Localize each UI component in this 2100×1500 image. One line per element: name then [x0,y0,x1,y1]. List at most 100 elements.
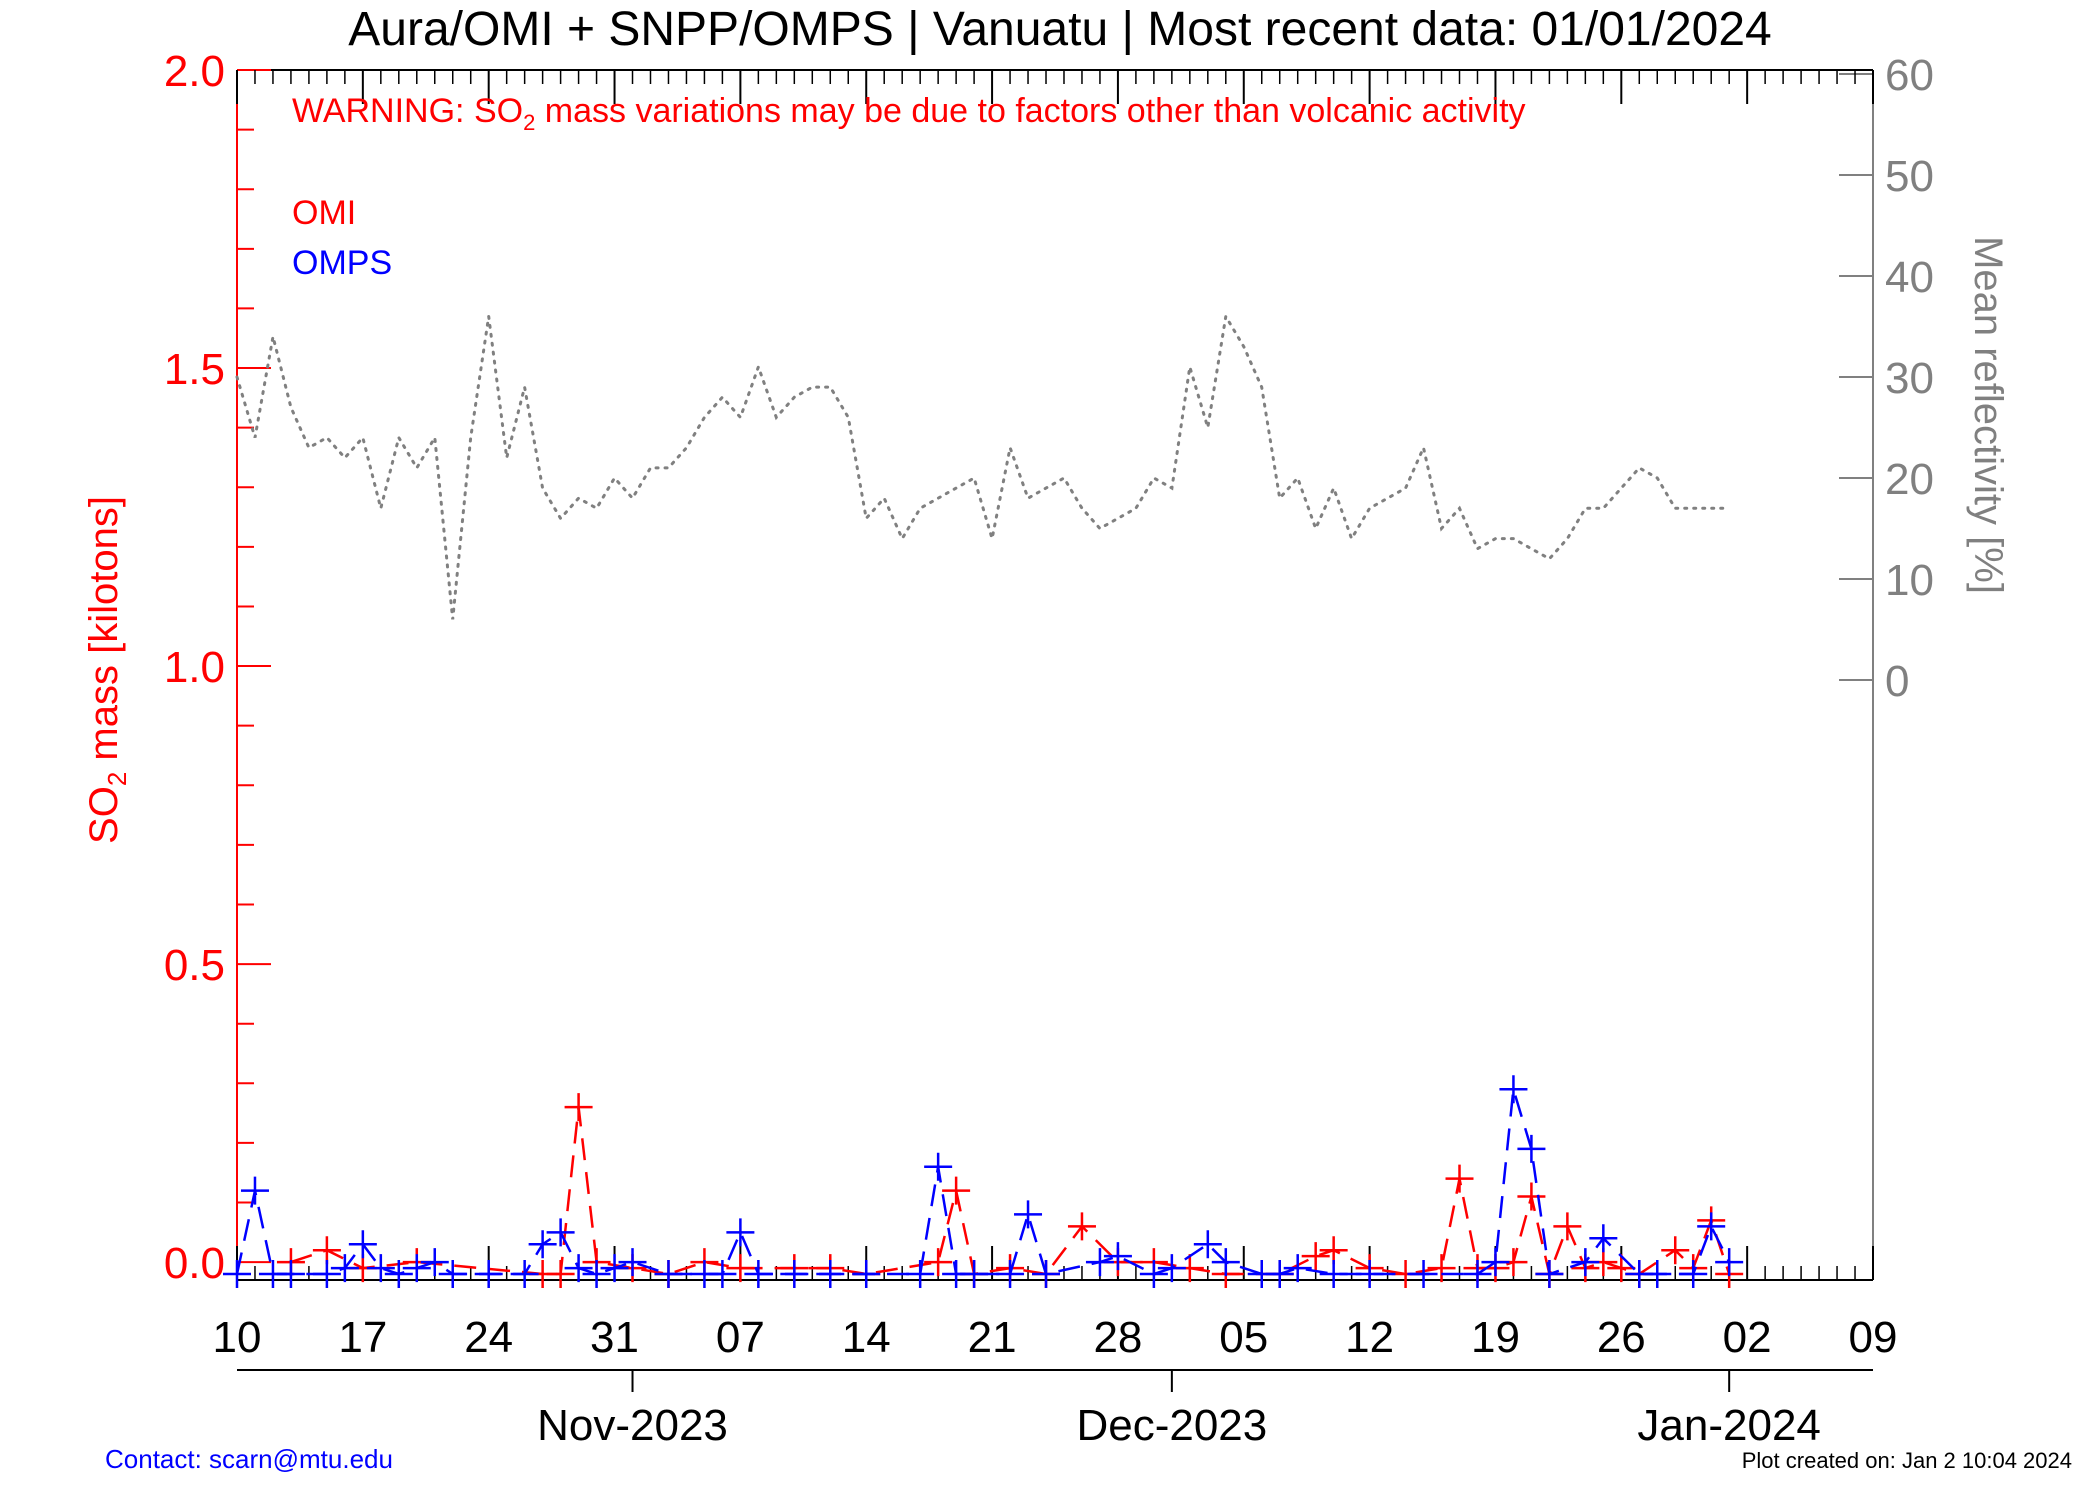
omps-point [1589,1224,1618,1253]
omps-point [1463,1260,1492,1289]
omps-point [223,1260,251,1289]
omps-point [906,1260,935,1289]
y-right-tick-label: 50 [1885,152,1934,201]
y-left-tick-label: 0.0 [164,1239,225,1288]
month-label: Nov-2023 [537,1401,728,1450]
axes-group: 0.0 0.5 1.0 1.5 2.0 0 10 20 30 40 50 60 10 17 24 31 07 14… [164,47,1934,1450]
omps-point [1319,1260,1348,1289]
omps-point [1139,1260,1168,1289]
omi-point [312,1236,341,1265]
omps-point [780,1260,809,1289]
omps-series [223,1075,1744,1289]
omps-point [1409,1260,1438,1289]
x-tick-label: 26 [1597,1313,1646,1362]
omps-point [618,1248,647,1277]
omps-point [726,1218,755,1247]
omps-point [528,1230,557,1259]
omps-point [1355,1260,1384,1289]
contact-text: Contact: scarn@mtu.edu [105,1444,393,1474]
omi-point [1319,1236,1348,1265]
omps-point [1499,1075,1528,1104]
omps-point [1715,1248,1744,1277]
omps-point [564,1254,593,1283]
omps-point [996,1260,1025,1289]
omps-point [546,1218,575,1247]
x-tick-label: 28 [1093,1313,1142,1362]
omps-point [960,1260,989,1289]
omi-point [1661,1236,1690,1265]
warning-sub: 2 [523,110,535,135]
omps-point [582,1260,611,1289]
y-left-tick-label: 2.0 [164,47,225,96]
omi-point [564,1093,593,1122]
x-tick-label: 10 [213,1313,262,1362]
x-tick-label: 05 [1219,1313,1268,1362]
omi-point [1517,1182,1546,1211]
omi-point [1067,1212,1096,1241]
y-left-tick-label: 1.5 [164,345,225,394]
omps-point [1032,1260,1061,1289]
omps-point [654,1260,683,1289]
y-right-tick-label: 60 [1885,51,1934,100]
warning-text: WARNING: SO2 mass variations may be due … [292,92,1526,135]
omps-point [510,1260,539,1289]
month-label: Jan-2024 [1637,1401,1820,1450]
omps-point [1193,1230,1222,1259]
month-label: Dec-2023 [1076,1401,1267,1450]
omi-point [924,1248,953,1277]
omps-point [744,1260,773,1289]
omi-series [276,1093,1744,1289]
x-tick-label: 31 [590,1313,639,1362]
y-axis-right-label: Mean reflectivity [%] [1966,236,2010,594]
omps-point [816,1260,845,1289]
warning-prefix: WARNING: SO [292,92,523,130]
omps-point [474,1260,503,1289]
ylabel-left-suffix: mass [kilotons] [82,496,126,772]
omi-point [942,1176,971,1205]
omps-point [1014,1200,1043,1229]
omps-point [1157,1254,1186,1283]
reflectivity-line [235,312,1731,620]
omps-point [438,1260,467,1289]
y-right-tick-label: 10 [1885,556,1934,605]
omps-point [384,1260,413,1289]
warning-suffix: mass variations may be due to factors ot… [535,92,1525,130]
omps-point [600,1254,629,1283]
legend-omps: OMPS [292,244,392,282]
x-tick-label: 07 [716,1313,765,1362]
omps-point [366,1254,395,1283]
x-tick-label: 21 [968,1313,1017,1362]
omps-point [1283,1254,1312,1283]
x-tick-label: 12 [1345,1313,1394,1362]
x-tick-label: 09 [1849,1313,1898,1362]
y-right-tick-label: 0 [1885,657,1909,706]
created-text: Plot created on: Jan 2 10:04 2024 [1742,1448,2072,1473]
ylabel-left-sub: 2 [102,772,132,786]
omps-point [1265,1260,1294,1289]
y-right-tick-label: 40 [1885,253,1934,302]
reflectivity-series [235,312,1731,620]
omi-point [1427,1254,1456,1283]
omi-point [1445,1164,1474,1193]
omps-point [348,1230,377,1259]
omps-point [402,1254,431,1283]
x-tick-label: 02 [1723,1313,1772,1362]
omps-point [1535,1260,1564,1289]
omps-point [1085,1248,1114,1277]
omps-point [276,1260,305,1289]
x-tick-label: 14 [842,1313,891,1362]
omps-point [852,1260,881,1289]
y-left-tick-label: 0.5 [164,941,225,990]
chart-title: Aura/OMI + SNPP/OMPS | Vanuatu | Most re… [348,3,1771,56]
omps-point [1481,1248,1510,1277]
omps-point [1103,1242,1132,1271]
x-tick-label: 19 [1471,1313,1520,1362]
omps-point [1679,1260,1708,1289]
y-left-tick-label: 1.0 [164,643,225,692]
x-tick-label: 17 [338,1313,387,1362]
omps-point [1517,1134,1546,1163]
omps-point [1211,1248,1240,1277]
legend-omi: OMI [292,194,356,232]
omi-point [1301,1242,1330,1271]
